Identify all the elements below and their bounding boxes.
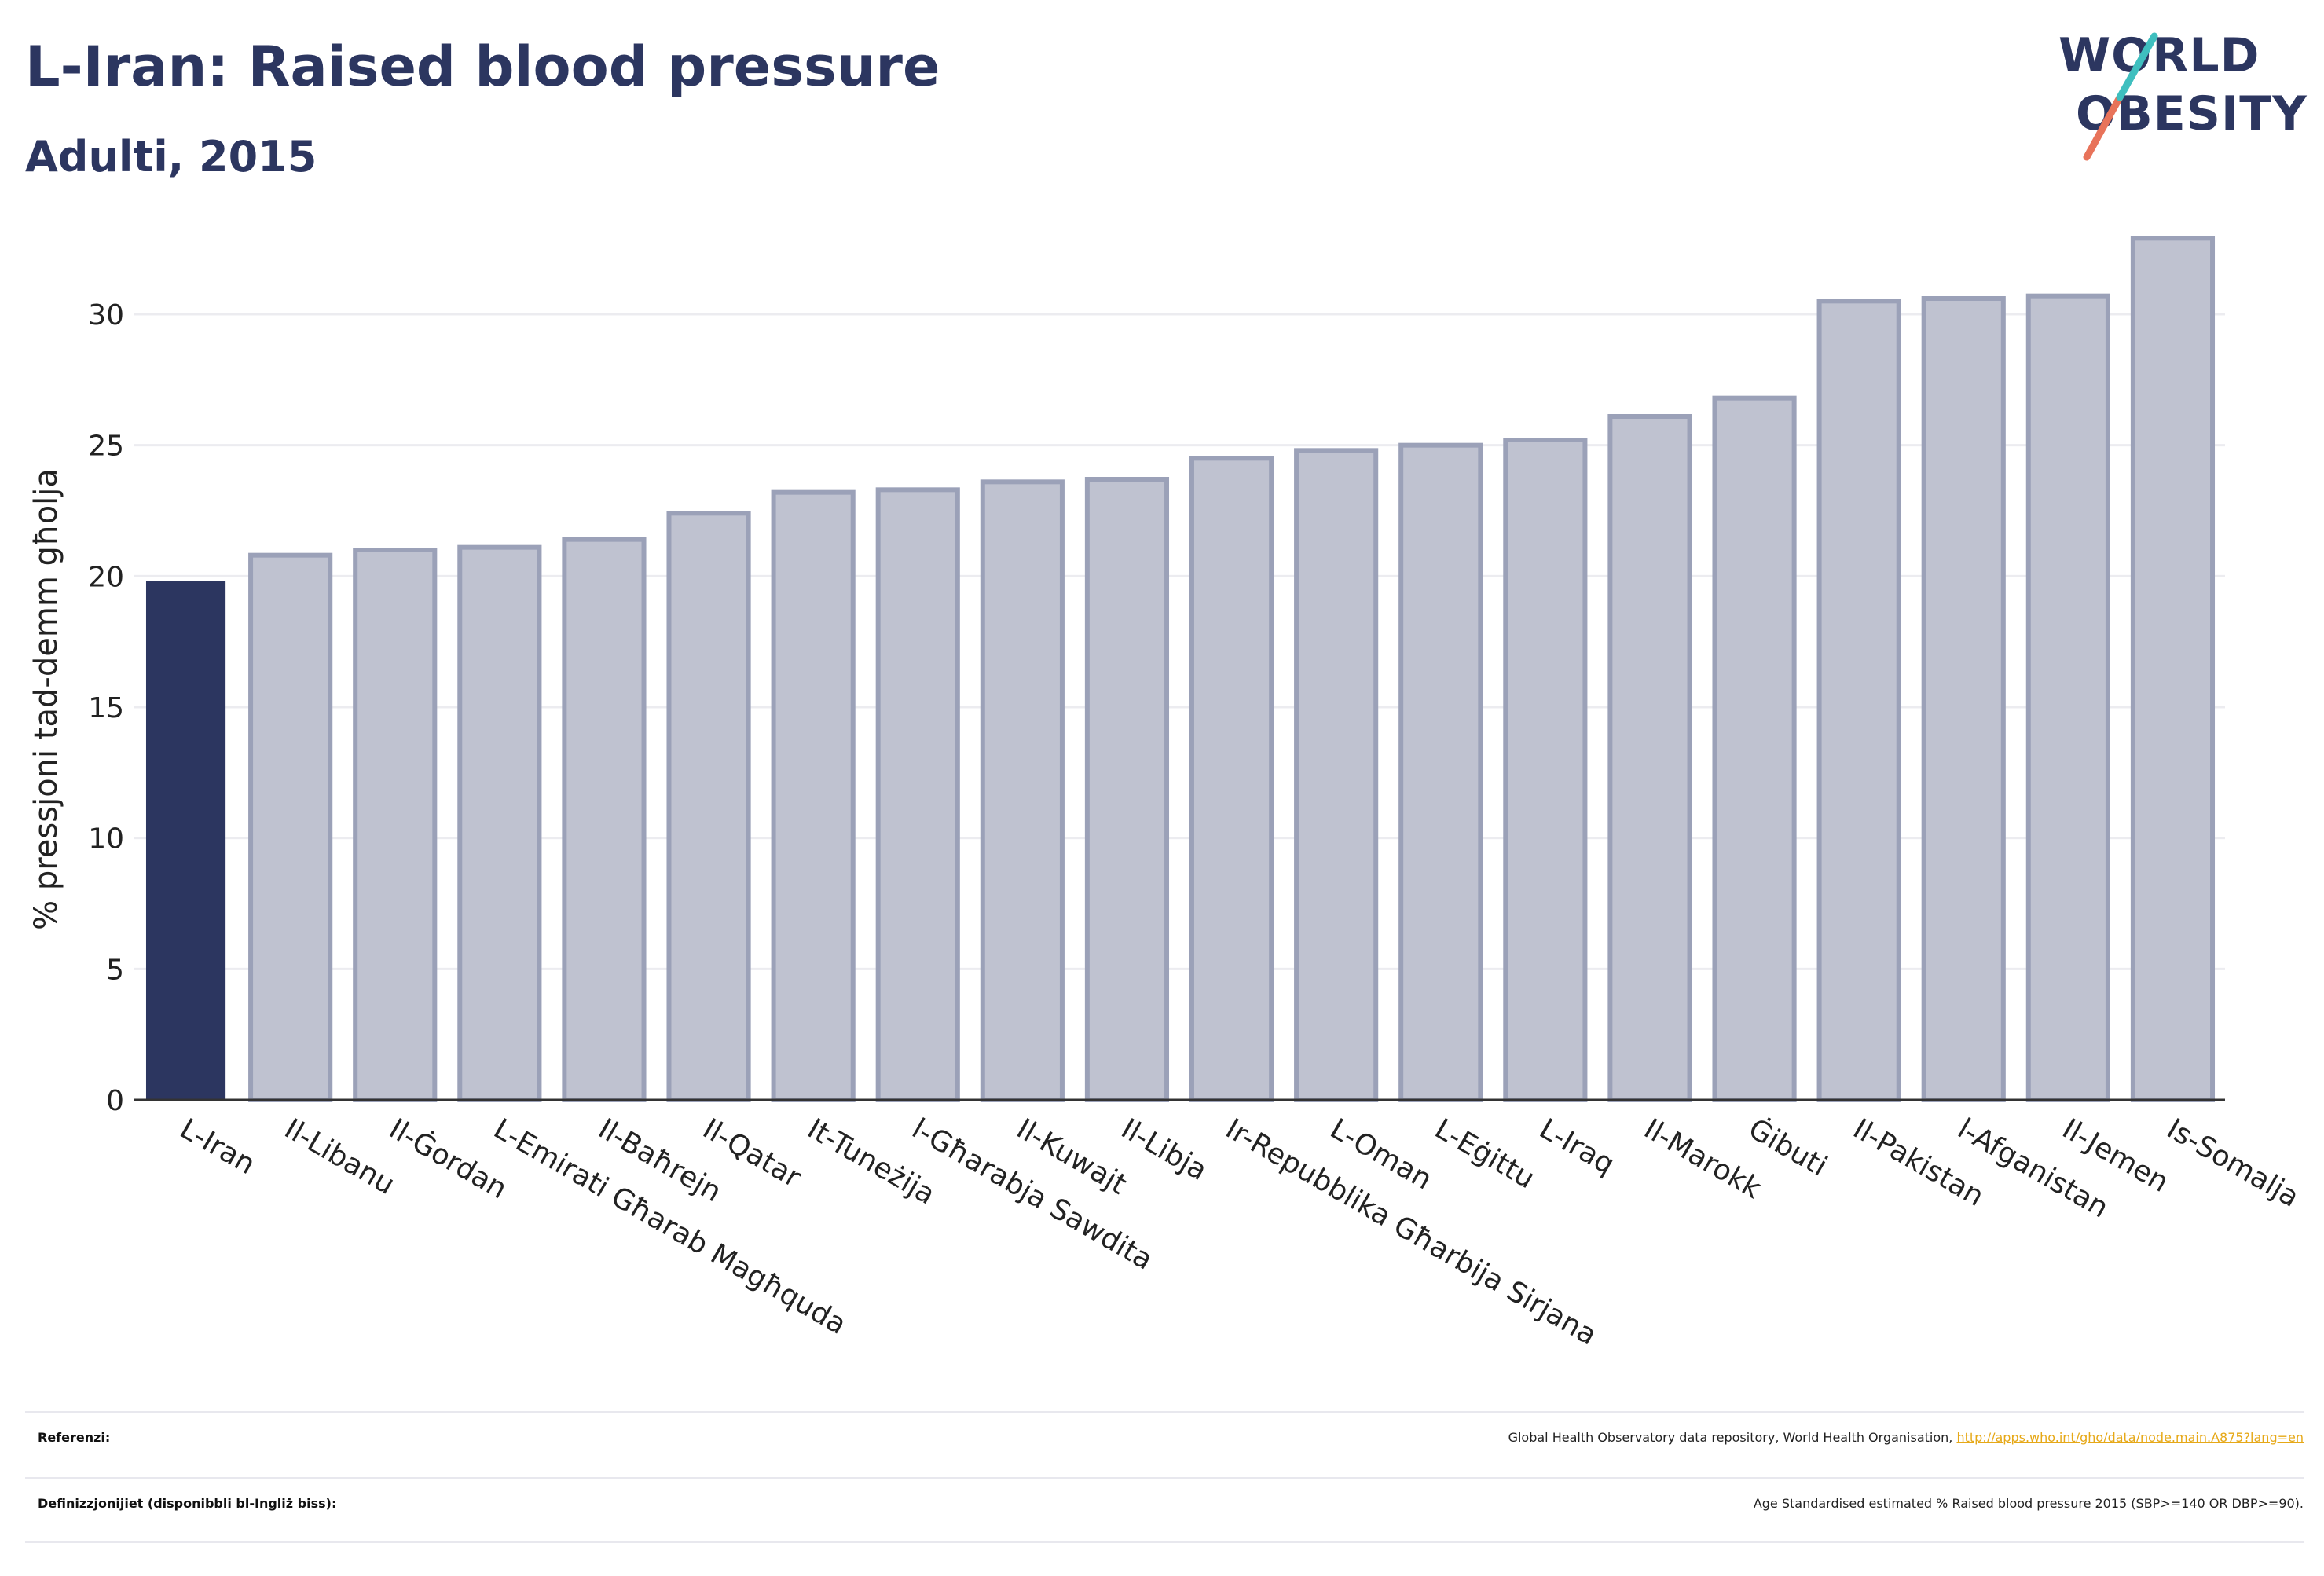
footer-divider-middle [25, 1477, 2304, 1479]
chart-title: L-Iran: Raised blood pressure [25, 35, 940, 99]
chart-subtitle: Adulti, 2015 [25, 132, 317, 181]
bar [353, 548, 438, 1102]
bar [2130, 236, 2216, 1102]
y-tick-label: 20 [88, 561, 124, 593]
y-tick-label: 30 [88, 299, 124, 332]
bar [666, 511, 751, 1102]
definitions-value: Age Standardised estimated % Raised bloo… [1753, 1496, 2304, 1511]
logo-line-1: WORLD [2058, 28, 2260, 83]
x-tick-label: L-Emirati Għarab Magħquda [488, 1112, 851, 1341]
x-tick-label: Il-Marokk [1638, 1112, 1766, 1205]
world-obesity-logo: WORLD OBESITY [2058, 28, 2318, 170]
definitions-label: Definizzjonijiet (disponibbli bl-Ingliż … [38, 1496, 337, 1511]
x-tick-label: L-Eġittu [1429, 1112, 1540, 1195]
bar [1294, 448, 1379, 1102]
y-tick-label: 10 [88, 823, 124, 856]
bar [1189, 456, 1274, 1102]
references-text: Global Health Observatory data repositor… [1508, 1430, 1953, 1445]
x-tick-label: L-Iraq [1534, 1112, 1619, 1181]
x-tick-label: Ir-Repubblika Għarbija Sirjana [1220, 1112, 1602, 1351]
footer-divider-top [25, 1411, 2304, 1413]
logo-slash-icon [2083, 32, 2158, 161]
references-link[interactable]: http://apps.who.int/gho/data/node.main.A… [1956, 1430, 2304, 1445]
x-tick-label: Il-Ġordan [383, 1112, 512, 1205]
bar [1607, 414, 1692, 1102]
bar [1816, 299, 1901, 1103]
bar [771, 489, 856, 1102]
footer-references-row: Referenzi: Global Health Observatory dat… [25, 1414, 2304, 1477]
bar [1084, 477, 1170, 1102]
y-tick-label: 25 [88, 431, 124, 463]
references-value: Global Health Observatory data repositor… [1508, 1430, 2304, 1445]
bar [248, 552, 333, 1102]
y-tick-label: 5 [106, 954, 124, 986]
bar [875, 487, 960, 1102]
y-tick-label: 15 [88, 692, 124, 724]
x-tick-label: L-Iran [174, 1112, 260, 1181]
bar [980, 479, 1065, 1102]
bar [2025, 293, 2110, 1102]
bar [1712, 395, 1797, 1102]
footer-definitions-row: Definizzjonijiet (disponibbli bl-Ingliż … [25, 1480, 2304, 1543]
bar [145, 581, 226, 1100]
bar [562, 537, 647, 1102]
bar [1398, 442, 1483, 1102]
x-tick-label: Il-Libanu [279, 1112, 400, 1201]
bar [457, 544, 542, 1102]
bar [1921, 296, 2006, 1102]
bar [1503, 438, 1588, 1102]
y-tick-label: 0 [106, 1085, 124, 1117]
x-tick-label: Is-Somalja [2161, 1112, 2304, 1214]
footer-divider-bottom [25, 1541, 2304, 1543]
y-axis-label: % pressjoni tad-demm għolja [28, 468, 64, 930]
references-label: Referenzi: [38, 1430, 111, 1445]
bar-chart: 0 5 10 15 20 25 30 L-Iran Il-LibanuIl-ĠordanL-Em… [28, 236, 2304, 1352]
